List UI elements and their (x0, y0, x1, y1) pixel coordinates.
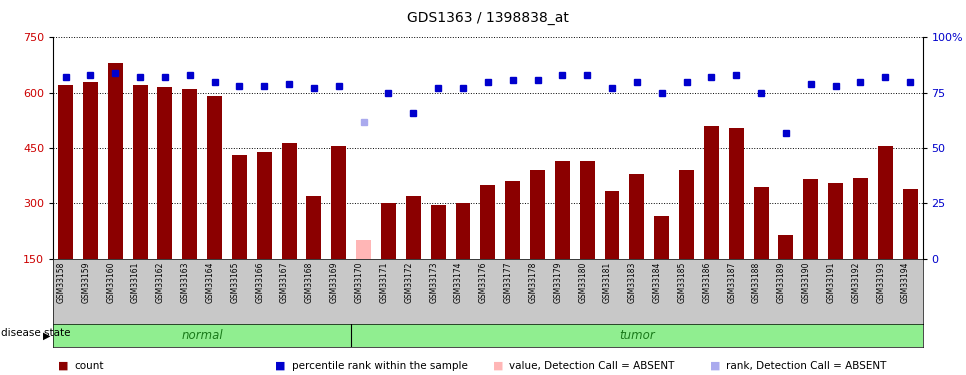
Bar (132, 86, 148, 259)
Bar (431, 205, 445, 259)
Bar (505, 181, 520, 259)
Bar (580, 161, 595, 259)
Bar (779, 235, 793, 259)
Bar (406, 196, 421, 259)
Text: GSM33158: GSM33158 (57, 261, 66, 303)
Text: GSM33164: GSM33164 (206, 261, 214, 303)
Bar (828, 183, 843, 259)
Text: GSM33177: GSM33177 (503, 261, 513, 303)
Bar (654, 216, 669, 259)
Text: GSM33162: GSM33162 (156, 261, 165, 303)
Text: GSM33176: GSM33176 (479, 261, 488, 303)
Bar (207, 96, 222, 259)
Bar (753, 187, 769, 259)
Text: normal: normal (182, 329, 223, 342)
Bar (480, 185, 496, 259)
Text: GSM33172: GSM33172 (405, 261, 413, 303)
Text: GSM33189: GSM33189 (777, 261, 786, 303)
Bar (282, 142, 297, 259)
Bar (804, 180, 818, 259)
Bar (83, 82, 98, 259)
Text: GSM33174: GSM33174 (454, 261, 463, 303)
Bar (679, 170, 694, 259)
Text: count: count (74, 361, 104, 370)
Text: GSM33183: GSM33183 (628, 261, 637, 303)
Text: GSM33168: GSM33168 (305, 261, 314, 303)
Bar (530, 170, 545, 259)
Bar (108, 63, 123, 259)
Text: GSM33186: GSM33186 (702, 261, 711, 303)
Text: ■: ■ (58, 361, 69, 370)
Bar (853, 178, 867, 259)
Text: ■: ■ (275, 361, 286, 370)
Text: GSM33191: GSM33191 (827, 261, 836, 303)
Text: value, Detection Call = ABSENT: value, Detection Call = ABSENT (509, 361, 674, 370)
Text: GSM33180: GSM33180 (579, 261, 587, 303)
Text: GSM33187: GSM33187 (727, 261, 736, 303)
Text: tumor: tumor (619, 329, 655, 342)
Text: GSM33170: GSM33170 (355, 261, 363, 303)
Text: ■: ■ (493, 361, 503, 370)
Bar (381, 203, 396, 259)
Bar (257, 152, 271, 259)
Text: GSM33193: GSM33193 (876, 261, 885, 303)
Text: GSM33171: GSM33171 (380, 261, 388, 303)
Bar (630, 174, 644, 259)
Bar (554, 161, 570, 259)
Text: rank, Detection Call = ABSENT: rank, Detection Call = ABSENT (726, 361, 887, 370)
Bar (878, 146, 893, 259)
Text: GSM33173: GSM33173 (429, 261, 439, 303)
Text: GSM33184: GSM33184 (653, 261, 662, 303)
Text: GSM33181: GSM33181 (603, 261, 612, 303)
Bar (605, 190, 619, 259)
Bar (232, 156, 247, 259)
Bar (456, 203, 470, 259)
Bar (331, 146, 346, 259)
Text: GSM33169: GSM33169 (329, 261, 339, 303)
Text: GSM33163: GSM33163 (181, 261, 189, 303)
Bar (356, 240, 371, 259)
Text: GSM33179: GSM33179 (554, 261, 562, 303)
Bar (728, 128, 744, 259)
Text: GSM33178: GSM33178 (528, 261, 537, 303)
Text: ▶: ▶ (43, 331, 50, 340)
Text: GSM33166: GSM33166 (255, 261, 265, 303)
Bar (183, 89, 197, 259)
Text: percentile rank within the sample: percentile rank within the sample (292, 361, 468, 370)
Text: GSM33192: GSM33192 (851, 261, 861, 303)
Text: GSM33161: GSM33161 (131, 261, 140, 303)
Bar (902, 189, 918, 259)
Text: disease state: disease state (1, 328, 71, 338)
Text: GSM33185: GSM33185 (677, 261, 687, 303)
Bar (306, 196, 322, 259)
Bar (157, 87, 172, 259)
Bar (704, 126, 719, 259)
Text: GSM33167: GSM33167 (280, 261, 289, 303)
Text: GSM33165: GSM33165 (231, 261, 240, 303)
Text: GSM33188: GSM33188 (753, 261, 761, 303)
Bar (58, 86, 73, 259)
Text: GSM33159: GSM33159 (81, 261, 91, 303)
Text: GSM33194: GSM33194 (901, 261, 910, 303)
Text: ■: ■ (710, 361, 721, 370)
Text: GSM33160: GSM33160 (106, 261, 115, 303)
Text: GDS1363 / 1398838_at: GDS1363 / 1398838_at (407, 11, 569, 25)
Text: GSM33190: GSM33190 (802, 261, 810, 303)
